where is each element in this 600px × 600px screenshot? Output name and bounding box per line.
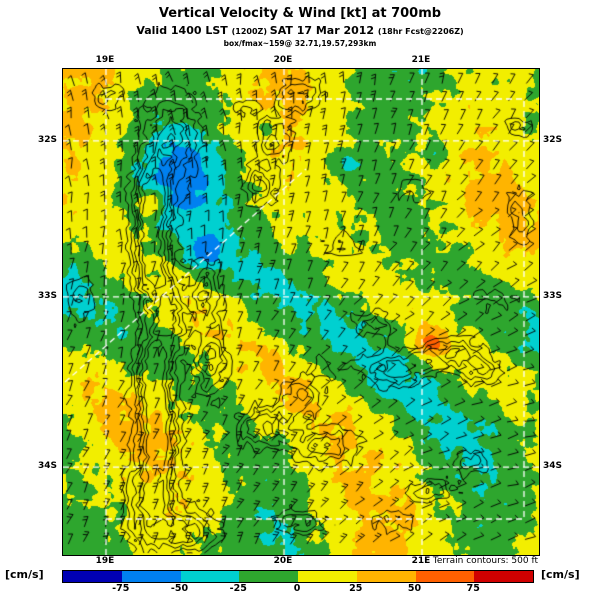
lon-label-bottom: 20E xyxy=(273,556,293,566)
lat-label-right: 33S xyxy=(543,290,563,301)
colorbar-segment xyxy=(356,571,416,582)
colorbar-segment xyxy=(474,571,533,582)
colorbar-tick-label: -75 xyxy=(112,583,130,594)
page-title: Vertical Velocity & Wind [kt] at 700mb xyxy=(158,6,442,21)
colorbar-tick-label: 0 xyxy=(293,583,301,594)
valid-time-utc: (1200Z) xyxy=(231,27,270,36)
lat-label-right: 32S xyxy=(543,134,563,145)
lon-label-top: 19E xyxy=(95,55,115,65)
colorbar-segment xyxy=(63,571,122,582)
colorbar-segment xyxy=(121,571,181,582)
colorbar-tick-label: -25 xyxy=(229,583,247,594)
colorbar-segment xyxy=(415,571,475,582)
forecast-hour: (18hr Fcst@2206Z) xyxy=(377,27,464,36)
colorbar-segment xyxy=(239,571,298,582)
colorbar-tick-label: -50 xyxy=(170,583,189,594)
valid-time-line: Valid 1400 LST (1200Z) SAT 17 Mar 2012 (… xyxy=(0,24,600,37)
valid-time-main: Valid 1400 LST xyxy=(136,24,232,37)
colorbar-tick-label: 75 xyxy=(466,583,480,594)
lat-label-left: 33S xyxy=(38,290,58,301)
map-canvas xyxy=(62,68,540,556)
lon-label-top: 21E xyxy=(411,55,431,65)
colorbar-tick-labels: -75 -50 -25 0 25 50 75 xyxy=(0,583,600,595)
lat-label-left: 32S xyxy=(38,134,58,145)
colorbar xyxy=(62,570,534,583)
lon-label-bottom: 21E xyxy=(411,556,431,566)
units-label-right: [cm/s] xyxy=(541,568,580,581)
colorbar-tick-label: 50 xyxy=(407,583,422,594)
model-info-line: box/fmax~159@ 32.71,19.57,293km xyxy=(223,39,377,48)
colorbar-segment xyxy=(180,571,240,582)
colorbar-tick-label: 25 xyxy=(349,583,363,594)
lon-label-bottom: 19E xyxy=(95,556,115,566)
valid-date: SAT 17 Mar 2012 xyxy=(269,24,378,37)
lon-label-top: 20E xyxy=(273,55,293,65)
terrain-note: Terrain contours: 500 ft xyxy=(432,556,538,566)
lat-label-right: 34S xyxy=(543,461,563,472)
units-label-left: [cm/s] xyxy=(5,568,44,581)
colorbar-segment xyxy=(298,571,357,582)
lat-label-left: 34S xyxy=(38,461,58,472)
